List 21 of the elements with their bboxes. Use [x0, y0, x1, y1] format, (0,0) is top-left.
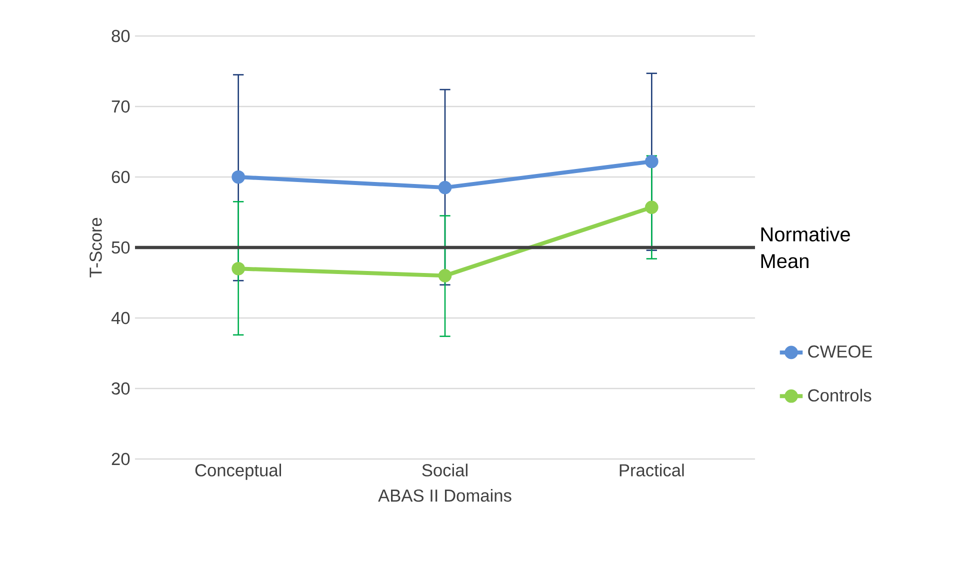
y-tick-label: 40 — [111, 312, 130, 324]
point — [645, 200, 658, 214]
point — [232, 170, 246, 184]
x-tick-label: Conceptual — [195, 464, 282, 480]
point — [438, 180, 452, 194]
y-axis-title: T-Score — [90, 218, 102, 278]
y-tick-label: 60 — [112, 170, 130, 184]
legend-label: CWEOE — [808, 345, 872, 358]
x-tick-label: Social — [422, 464, 468, 476]
point — [232, 262, 246, 276]
legend-label: Controls — [808, 388, 872, 402]
y-tick-label: 80 — [112, 30, 130, 42]
point — [645, 154, 658, 168]
x-axis-title: ABAS II Domains — [378, 489, 512, 502]
y-tick-label: 30 — [112, 382, 130, 395]
ref-line-label: Normative Mean — [761, 226, 850, 268]
point — [438, 269, 452, 282]
x-tick-label: Practical — [620, 464, 684, 476]
y-tick-label: 20 — [112, 452, 130, 466]
y-tick-label: 70 — [112, 100, 130, 113]
y-tick-label: 50 — [112, 241, 130, 254]
